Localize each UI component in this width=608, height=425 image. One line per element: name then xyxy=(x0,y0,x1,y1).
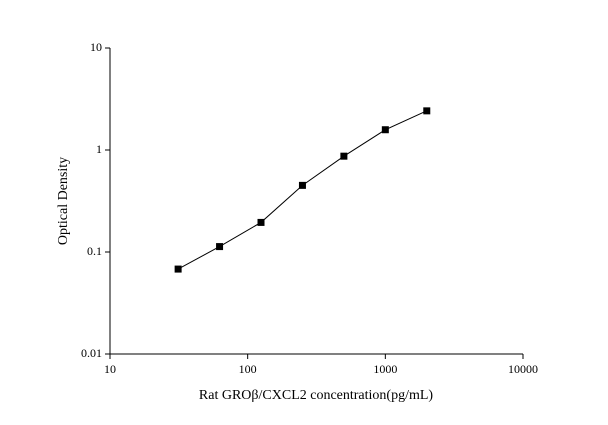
marker xyxy=(216,243,224,251)
x-tick-label: 1000 xyxy=(373,362,397,376)
line xyxy=(177,110,427,270)
marker xyxy=(174,265,182,273)
marker xyxy=(423,107,431,115)
x-axis-label: Rat GROβ/CXCL2 concentration(pg/mL) xyxy=(199,388,434,403)
x-tick-label: 10000 xyxy=(508,362,538,376)
y-axis-label: Optical Density xyxy=(56,157,71,245)
x-tick-label: 100 xyxy=(239,362,257,376)
marker xyxy=(340,152,348,160)
y-tick-label: 0.1 xyxy=(87,244,102,258)
y-tick-label: 10 xyxy=(90,40,102,54)
y-tick-label: 1 xyxy=(96,142,102,156)
x-tick-label: 10 xyxy=(104,362,116,376)
marker xyxy=(381,126,389,134)
marker xyxy=(257,218,265,226)
marker xyxy=(298,181,306,189)
y-tick-label: 0.01 xyxy=(81,346,102,360)
